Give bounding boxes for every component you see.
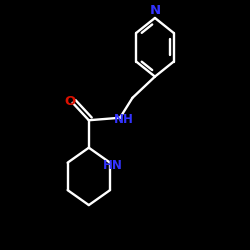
Text: HN: HN: [102, 159, 122, 172]
Text: N: N: [150, 4, 160, 17]
Text: O: O: [64, 94, 75, 108]
Text: NH: NH: [114, 112, 134, 126]
